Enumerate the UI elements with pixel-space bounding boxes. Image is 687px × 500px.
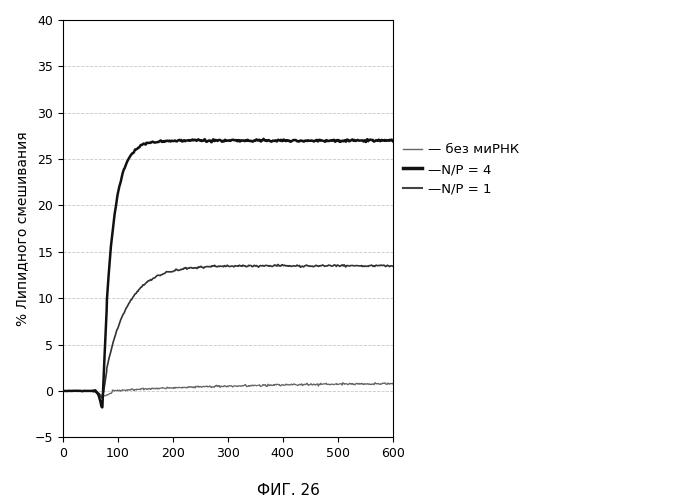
Text: ФИГ. 26: ФИГ. 26 <box>257 483 320 498</box>
Y-axis label: % Липидного смешивания: % Липидного смешивания <box>15 132 29 326</box>
Legend: — без миРНК, —N/P = 4, —N/P = 1: — без миРНК, —N/P = 4, —N/P = 1 <box>403 144 519 196</box>
